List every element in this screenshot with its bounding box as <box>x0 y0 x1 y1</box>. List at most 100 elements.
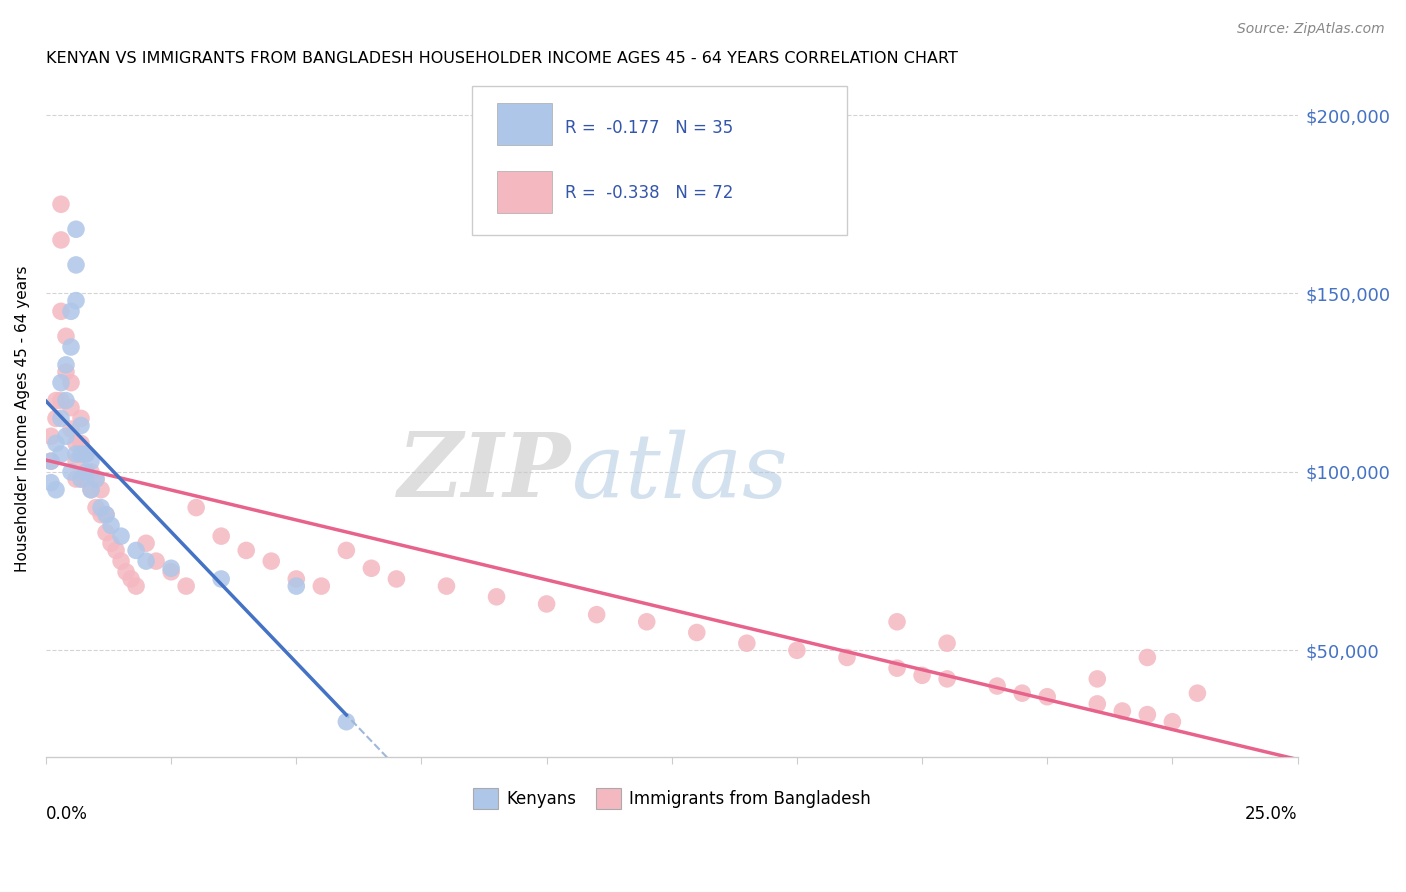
Point <box>360 561 382 575</box>
Point <box>94 525 117 540</box>
Point <box>39 454 62 468</box>
Point <box>311 579 333 593</box>
Point <box>125 543 148 558</box>
Point <box>70 418 93 433</box>
Point <box>70 447 93 461</box>
Point <box>55 393 77 408</box>
Point <box>55 358 77 372</box>
Point <box>536 597 558 611</box>
Point <box>55 329 77 343</box>
Point <box>160 565 183 579</box>
Point <box>485 590 508 604</box>
Point <box>135 536 157 550</box>
Point <box>786 643 808 657</box>
Point <box>45 411 67 425</box>
Point <box>84 500 107 515</box>
Point <box>1161 714 1184 729</box>
Point <box>911 668 934 682</box>
Point <box>84 472 107 486</box>
Point <box>70 411 93 425</box>
Point <box>886 661 908 675</box>
Point <box>39 429 62 443</box>
Point <box>260 554 283 568</box>
FancyBboxPatch shape <box>496 171 551 213</box>
Point <box>1111 704 1133 718</box>
Point <box>209 572 232 586</box>
Text: 0.0%: 0.0% <box>46 805 87 822</box>
Point <box>65 447 87 461</box>
Legend: Kenyans, Immigrants from Bangladesh: Kenyans, Immigrants from Bangladesh <box>464 780 879 817</box>
Point <box>335 714 357 729</box>
Point <box>45 393 67 408</box>
Point <box>145 554 167 568</box>
Point <box>385 572 408 586</box>
Point <box>55 429 77 443</box>
Point <box>70 472 93 486</box>
Point <box>75 447 97 461</box>
Point <box>60 376 83 390</box>
Point <box>39 475 62 490</box>
Point <box>65 436 87 450</box>
Point <box>80 483 103 497</box>
Point <box>65 222 87 236</box>
Point <box>986 679 1008 693</box>
Text: ZIP: ZIP <box>398 429 572 516</box>
Point <box>75 472 97 486</box>
FancyBboxPatch shape <box>471 87 846 235</box>
Point <box>285 572 308 586</box>
Point <box>75 465 97 479</box>
Point <box>90 508 112 522</box>
Point <box>186 500 208 515</box>
Point <box>174 579 197 593</box>
Point <box>1085 672 1108 686</box>
Point <box>835 650 858 665</box>
Y-axis label: Householder Income Ages 45 - 64 years: Householder Income Ages 45 - 64 years <box>15 265 30 572</box>
Point <box>60 304 83 318</box>
Point <box>60 401 83 415</box>
Point <box>235 543 257 558</box>
Point <box>1085 697 1108 711</box>
Text: atlas: atlas <box>572 429 787 516</box>
Text: R =  -0.177   N = 35: R = -0.177 N = 35 <box>565 119 734 136</box>
Point <box>90 483 112 497</box>
Point <box>886 615 908 629</box>
Point <box>94 508 117 522</box>
Point <box>335 543 357 558</box>
Point <box>65 293 87 308</box>
Point <box>49 411 72 425</box>
Point <box>60 422 83 436</box>
Point <box>436 579 458 593</box>
Point <box>70 436 93 450</box>
Point <box>49 233 72 247</box>
Point <box>65 454 87 468</box>
FancyBboxPatch shape <box>496 103 551 145</box>
Point <box>65 472 87 486</box>
Point <box>39 454 62 468</box>
Point <box>45 483 67 497</box>
Point <box>80 465 103 479</box>
Point <box>120 572 142 586</box>
Text: Source: ZipAtlas.com: Source: ZipAtlas.com <box>1237 22 1385 37</box>
Point <box>110 554 132 568</box>
Point <box>1187 686 1209 700</box>
Point <box>94 508 117 522</box>
Point <box>285 579 308 593</box>
Point <box>49 447 72 461</box>
Point <box>105 543 128 558</box>
Point <box>84 472 107 486</box>
Point <box>60 465 83 479</box>
Point <box>636 615 658 629</box>
Point <box>1011 686 1033 700</box>
Point <box>100 536 122 550</box>
Point <box>90 500 112 515</box>
Point <box>135 554 157 568</box>
Point <box>936 636 959 650</box>
Point <box>80 483 103 497</box>
Point <box>1136 650 1159 665</box>
Point <box>209 529 232 543</box>
Point <box>49 393 72 408</box>
Point <box>125 579 148 593</box>
Point <box>100 518 122 533</box>
Point <box>49 376 72 390</box>
Point <box>110 529 132 543</box>
